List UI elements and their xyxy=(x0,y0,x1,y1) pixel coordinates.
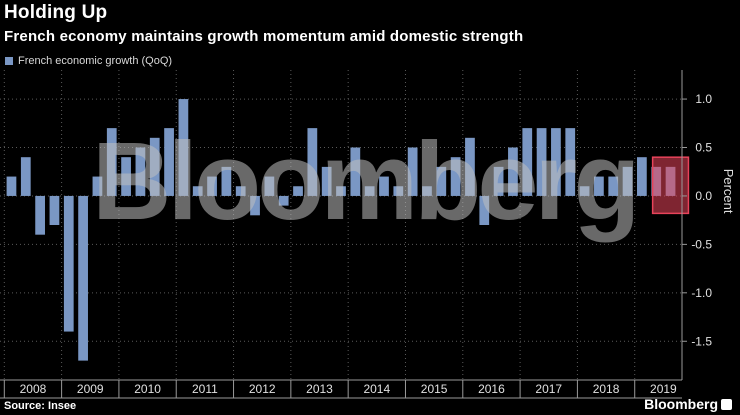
chart-title: Holding Up xyxy=(4,2,108,23)
bar xyxy=(307,128,318,196)
bar xyxy=(608,176,619,196)
y-axis-title: Percent xyxy=(721,169,736,214)
x-tick-label: 2019 xyxy=(650,382,677,396)
legend: French economic growth (QoQ) xyxy=(5,55,172,67)
source-note: Source: Insee xyxy=(4,400,77,412)
bar xyxy=(393,186,404,196)
bloomberg-badge-icon xyxy=(721,399,732,410)
x-tick-label: 2012 xyxy=(249,382,276,396)
bar xyxy=(637,157,647,196)
bar xyxy=(192,186,203,196)
x-tick-label: 2018 xyxy=(593,382,620,396)
bar xyxy=(135,147,146,196)
bar xyxy=(20,157,31,196)
y-tick-label: 0.5 xyxy=(695,141,712,155)
bar xyxy=(465,137,475,196)
bar xyxy=(493,166,504,196)
bar xyxy=(78,195,88,361)
x-tick-label: 2017 xyxy=(535,382,562,396)
x-tick-label: 2015 xyxy=(421,382,448,396)
bar xyxy=(379,176,389,196)
bar xyxy=(178,99,189,196)
y-tick-label: -1.0 xyxy=(691,286,712,300)
bar xyxy=(207,176,217,196)
x-tick-label: 2008 xyxy=(20,382,47,396)
bar xyxy=(522,128,533,196)
bar xyxy=(407,147,418,196)
bar xyxy=(450,157,461,196)
chart-subtitle: French economy maintains growth momentum… xyxy=(4,28,524,45)
bar xyxy=(221,166,232,196)
legend-label: French economic growth (QoQ) xyxy=(18,55,173,67)
bar xyxy=(149,137,160,196)
bar xyxy=(6,176,17,196)
bar xyxy=(422,186,432,196)
bar xyxy=(92,176,103,196)
bar xyxy=(121,157,131,196)
bar xyxy=(565,128,576,196)
x-tick-label: 2014 xyxy=(363,382,390,396)
bar xyxy=(551,128,561,196)
legend-swatch xyxy=(5,57,13,65)
bar xyxy=(479,195,490,225)
bar xyxy=(63,195,74,332)
bar xyxy=(321,166,332,196)
bar xyxy=(164,128,174,196)
bloomberg-logo: Bloomberg xyxy=(644,396,718,412)
y-tick-label: -0.5 xyxy=(691,237,712,251)
x-tick-label: 2010 xyxy=(134,382,161,396)
bar xyxy=(594,176,604,196)
bar xyxy=(106,128,117,196)
y-tick-label: -1.5 xyxy=(691,334,712,348)
x-tick-label: 2013 xyxy=(306,382,333,396)
bar xyxy=(436,166,447,196)
bar xyxy=(35,195,45,235)
bar xyxy=(364,186,375,196)
bar xyxy=(49,195,60,225)
bar xyxy=(336,186,346,196)
bar xyxy=(622,166,633,196)
highlight-box xyxy=(651,156,690,215)
x-tick-label: 2009 xyxy=(77,382,104,396)
bar xyxy=(579,186,590,196)
x-tick-label: 2016 xyxy=(478,382,505,396)
x-tick-label: 2011 xyxy=(192,382,218,396)
bar xyxy=(278,195,289,206)
bar xyxy=(250,195,260,216)
bar xyxy=(508,147,518,196)
bar xyxy=(293,186,303,196)
bar xyxy=(235,186,246,196)
bar xyxy=(350,147,361,196)
bar xyxy=(536,128,547,196)
y-tick-label: 1.0 xyxy=(695,92,712,106)
y-tick-label: 0.0 xyxy=(695,189,712,203)
bar xyxy=(264,176,275,196)
